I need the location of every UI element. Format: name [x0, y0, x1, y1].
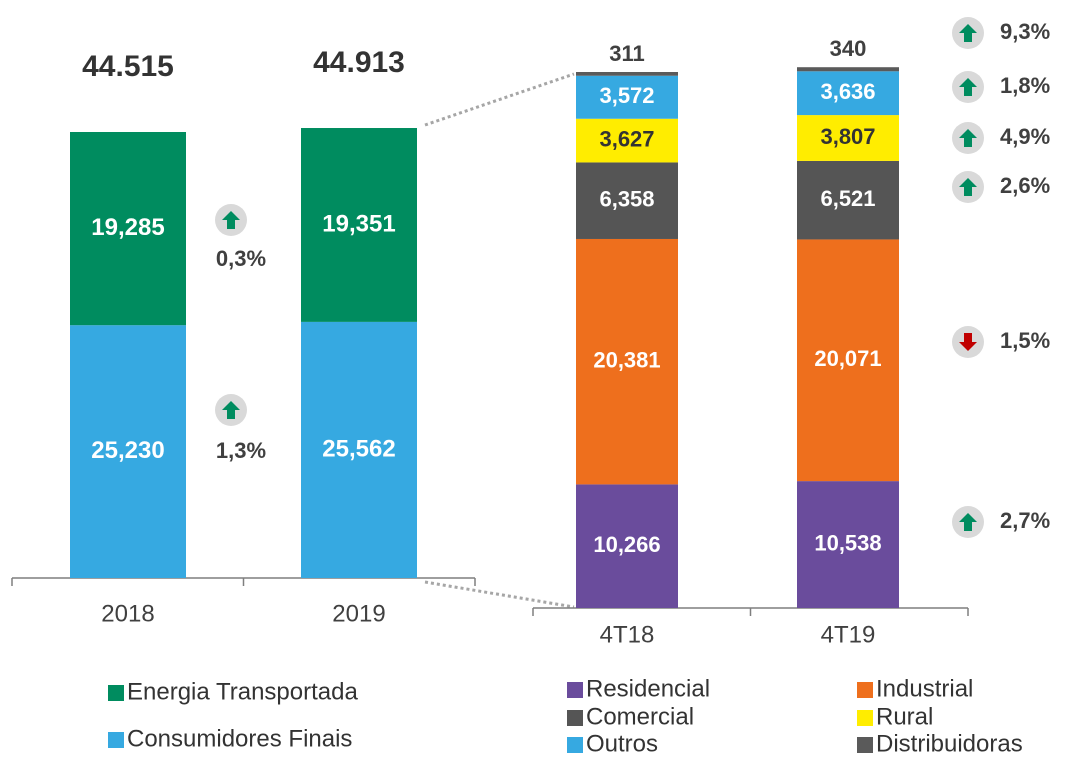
- value-label: 20,381: [593, 347, 660, 372]
- legend-swatch: [567, 710, 583, 726]
- value-label: 3,636: [820, 79, 875, 104]
- x-tick-label: 2018: [101, 600, 154, 627]
- legend-swatch: [857, 737, 873, 753]
- change-label: 4,9%: [1000, 124, 1050, 149]
- change-label: 2,6%: [1000, 173, 1050, 198]
- change-arrow: [222, 211, 240, 229]
- value-label: 19,285: [91, 214, 164, 241]
- bar-segment: [576, 484, 678, 608]
- value-label: 3,572: [599, 83, 654, 108]
- value-label: 3,627: [599, 126, 654, 151]
- bar-segment: [797, 67, 899, 72]
- value-label: 25,562: [322, 435, 395, 462]
- x-tick-label: 4T18: [600, 621, 655, 648]
- value-label: 10,266: [593, 532, 660, 557]
- bar-segment: [797, 239, 899, 482]
- change-arrow: [959, 129, 977, 147]
- value-label: 19,351: [322, 210, 395, 237]
- change-label: 0,3%: [216, 246, 266, 271]
- change-label: 9,3%: [1000, 19, 1050, 44]
- bar-segment: [70, 325, 186, 578]
- change-label: 2,7%: [1000, 508, 1050, 533]
- value-label: 20,071: [814, 346, 881, 371]
- change-arrow: [959, 513, 977, 531]
- total-label: 44.515: [82, 50, 174, 83]
- legend-label: Outros: [586, 730, 658, 757]
- legend-label: Rural: [876, 703, 933, 730]
- connector: [424, 72, 575, 127]
- bar-segment: [576, 118, 678, 163]
- bar-segment: [576, 238, 678, 485]
- legend-swatch: [857, 682, 873, 698]
- legend-label: Comercial: [586, 703, 694, 730]
- change-label: 1,3%: [216, 438, 266, 463]
- connector: [424, 580, 575, 609]
- value-label: 25,230: [91, 437, 164, 464]
- change-arrow: [959, 78, 977, 96]
- bar-segment: [576, 72, 678, 76]
- value-label: 3,807: [820, 124, 875, 149]
- value-label: 6,521: [820, 186, 875, 211]
- bar-segment: [301, 128, 417, 322]
- legend-swatch: [857, 710, 873, 726]
- change-label: 1,8%: [1000, 73, 1050, 98]
- change-label: 1,5%: [1000, 328, 1050, 353]
- change-arrow: [959, 24, 977, 42]
- value-label: 340: [830, 36, 867, 61]
- value-label: 10,538: [814, 530, 881, 555]
- bar-segment: [797, 481, 899, 608]
- legend-swatch: [567, 737, 583, 753]
- change-arrow: [959, 333, 977, 351]
- bar-segment: [576, 162, 678, 239]
- x-tick-label: 2019: [332, 600, 385, 627]
- legend-label: Consumidores Finais: [127, 725, 352, 752]
- change-arrow: [222, 401, 240, 419]
- legend-label: Distribuidoras: [876, 730, 1023, 757]
- bar-segment: [797, 115, 899, 161]
- value-label: 311: [609, 41, 645, 66]
- bar-segment: [70, 132, 186, 326]
- value-label: 6,358: [599, 187, 654, 212]
- legend-swatch: [567, 682, 583, 698]
- legend-swatch: [108, 732, 124, 748]
- legend-swatch: [108, 685, 124, 701]
- bar-segment: [797, 71, 899, 116]
- legend-label: Industrial: [876, 675, 973, 702]
- legend-label: Residencial: [586, 675, 710, 702]
- x-tick-label: 4T19: [821, 621, 876, 648]
- bar-segment: [576, 75, 678, 119]
- bar-segment: [797, 160, 899, 240]
- change-arrow: [959, 178, 977, 196]
- bar-segment: [301, 321, 417, 578]
- total-label: 44.913: [313, 46, 405, 79]
- legend-label: Energia Transportada: [127, 678, 358, 705]
